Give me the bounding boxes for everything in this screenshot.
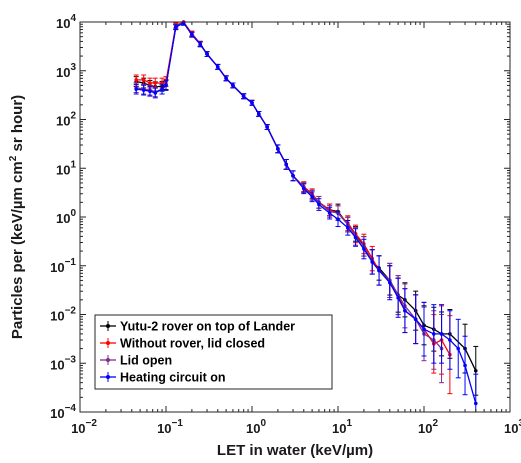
- data-point: [164, 83, 168, 88]
- data-point: [205, 52, 209, 56]
- y-tick-label: 10−1: [50, 257, 76, 275]
- x-tick-label: 101: [332, 418, 352, 436]
- data-point: [310, 194, 314, 199]
- data-point: [198, 42, 203, 47]
- y-axis-label-part-2: sr hour): [9, 95, 26, 156]
- legend: Yutu-2 rover on top of Lander Without rov…: [94, 314, 333, 390]
- legend-label: Yutu-2 rover on top of Lander: [120, 320, 295, 334]
- data-point: [141, 78, 146, 82]
- series-line: [136, 21, 451, 355]
- legend-label: Lid open: [120, 354, 172, 368]
- data-point: [301, 186, 306, 191]
- data-point: [345, 226, 350, 230]
- data-point: [241, 94, 246, 99]
- y-axis-label-part-1: Particles per (keV/µm cm: [9, 161, 26, 339]
- data-point: [153, 81, 158, 85]
- y-tick-label: 10−3: [50, 354, 76, 372]
- data-point: [422, 327, 426, 331]
- legend-label: Heating circuit on: [120, 371, 226, 385]
- data-point: [224, 76, 228, 81]
- x-tick-label: 102: [418, 418, 438, 436]
- y-axis-label: Particles per (keV/µm cm2 sr hour): [8, 95, 26, 339]
- legend-item: Without rover, lid closed: [100, 337, 265, 351]
- legend-item: Lid open: [100, 354, 172, 368]
- data-point: [317, 202, 321, 207]
- data-point: [403, 308, 407, 313]
- x-axis-label: LET in water (keV/µm): [217, 442, 373, 459]
- data-point: [141, 88, 146, 92]
- data-point: [353, 235, 358, 240]
- data-point: [231, 83, 235, 88]
- data-point: [473, 369, 478, 373]
- data-point: [362, 247, 366, 251]
- y-axis-label-superscript: 2: [8, 155, 19, 161]
- y-tick-label: 10−2: [50, 306, 76, 324]
- data-point: [431, 332, 436, 336]
- data-point: [160, 87, 164, 91]
- legend-marker: [106, 341, 110, 345]
- series-4: [133, 21, 479, 413]
- data-point: [448, 338, 452, 342]
- legend-marker: [106, 375, 110, 379]
- legend-marker: [106, 324, 110, 328]
- data-point: [396, 296, 400, 300]
- axis-ticks: [79, 21, 511, 413]
- data-point: [148, 81, 152, 85]
- legend-box: [94, 314, 333, 390]
- data-point: [257, 112, 261, 116]
- axis-tick-labels: 10−2 10−1 100 101 102 103 10−4 10−3 10−2 10−1 100 1…: [50, 13, 521, 436]
- data-point: [265, 125, 269, 129]
- legend-item: Heating circuit on: [100, 371, 226, 385]
- y-tick-label: 103: [56, 62, 76, 80]
- data-point: [190, 32, 194, 37]
- x-tick-label: 100: [246, 418, 266, 436]
- y-tick-label: 101: [56, 159, 76, 177]
- y-tick-label: 104: [56, 13, 76, 31]
- legend-item: Yutu-2 rover on top of Lander: [100, 320, 295, 334]
- data-point: [413, 317, 418, 322]
- data-point: [370, 260, 375, 264]
- y-tick-label: 102: [56, 111, 76, 129]
- data-point: [463, 363, 467, 368]
- data-point: [291, 174, 295, 178]
- data-point: [134, 78, 138, 82]
- data-point: [377, 268, 381, 273]
- data-point: [276, 147, 280, 151]
- data-point: [250, 101, 254, 105]
- data-point: [327, 211, 332, 215]
- data-point: [387, 280, 392, 285]
- x-tick-label: 10−1: [157, 418, 183, 436]
- data-point: [439, 332, 444, 336]
- data-point: [153, 91, 158, 95]
- data-point: [173, 25, 178, 30]
- series-layer: [133, 20, 479, 413]
- data-point: [336, 217, 340, 222]
- data-point: [134, 87, 138, 91]
- series-line: [136, 21, 443, 350]
- legend-marker: [106, 358, 110, 362]
- data-point: [456, 346, 461, 351]
- y-tick-label: 100: [56, 208, 76, 226]
- x-tick-label: 103: [504, 418, 521, 436]
- y-tick-label: 10−4: [50, 403, 76, 421]
- x-tick-label: 10−2: [71, 418, 97, 436]
- data-point: [284, 162, 289, 167]
- data-point: [148, 89, 152, 94]
- data-point: [215, 65, 220, 69]
- data-point: [473, 401, 478, 406]
- legend-label: Without rover, lid closed: [120, 337, 265, 351]
